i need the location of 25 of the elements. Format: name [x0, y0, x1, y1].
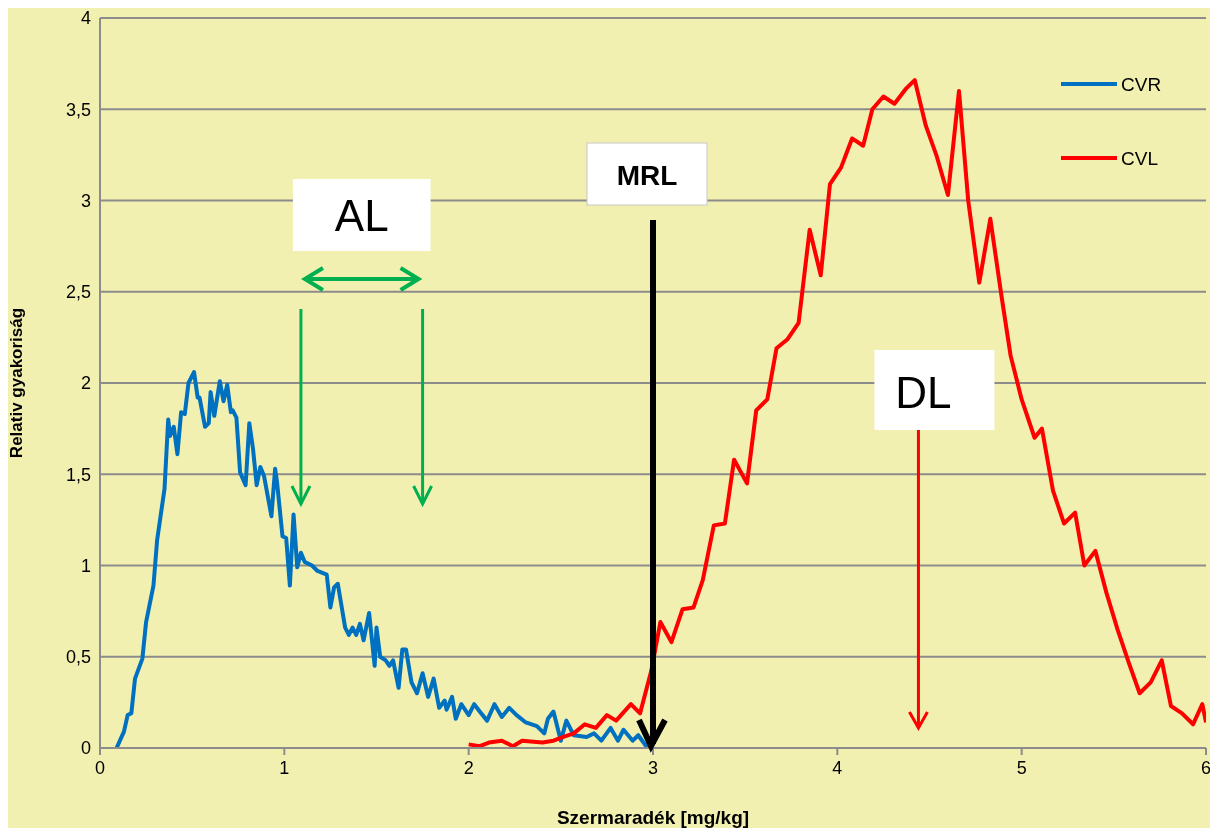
x-tick-label: 3	[647, 757, 659, 778]
annotation: DL	[895, 368, 952, 417]
line-series	[466, 78, 1206, 748]
legend-label: CVR	[1121, 74, 1162, 95]
x-axis-title: Szermaradék [mg/kg]	[556, 807, 750, 828]
annotation: MRL	[616, 160, 678, 191]
y-axis-title: Relativ gyakoriság	[7, 307, 27, 459]
y-tick-label: 3,5	[65, 99, 91, 120]
y-tick-label: 4	[80, 8, 91, 29]
y-tick-label: 0	[80, 738, 91, 759]
x-tick-label: 4	[832, 757, 843, 778]
annotation: AL	[334, 190, 389, 240]
x-tick-label: 0	[94, 757, 106, 778]
x-tick-label: 1	[279, 757, 290, 778]
line-series	[114, 370, 650, 748]
legend-label: CVL	[1121, 148, 1158, 169]
y-tick-label: 2	[80, 373, 91, 394]
y-tick-label: 1,5	[65, 464, 91, 485]
y-tick-label: 1	[80, 555, 91, 576]
y-tick-label: 2,5	[65, 282, 91, 303]
x-tick-label: 6	[1200, 757, 1212, 778]
x-tick-label: 2	[463, 757, 474, 778]
y-tick-label: 3	[80, 190, 91, 211]
y-tick-label: 0,5	[65, 647, 91, 668]
x-tick-label: 5	[1016, 757, 1027, 778]
